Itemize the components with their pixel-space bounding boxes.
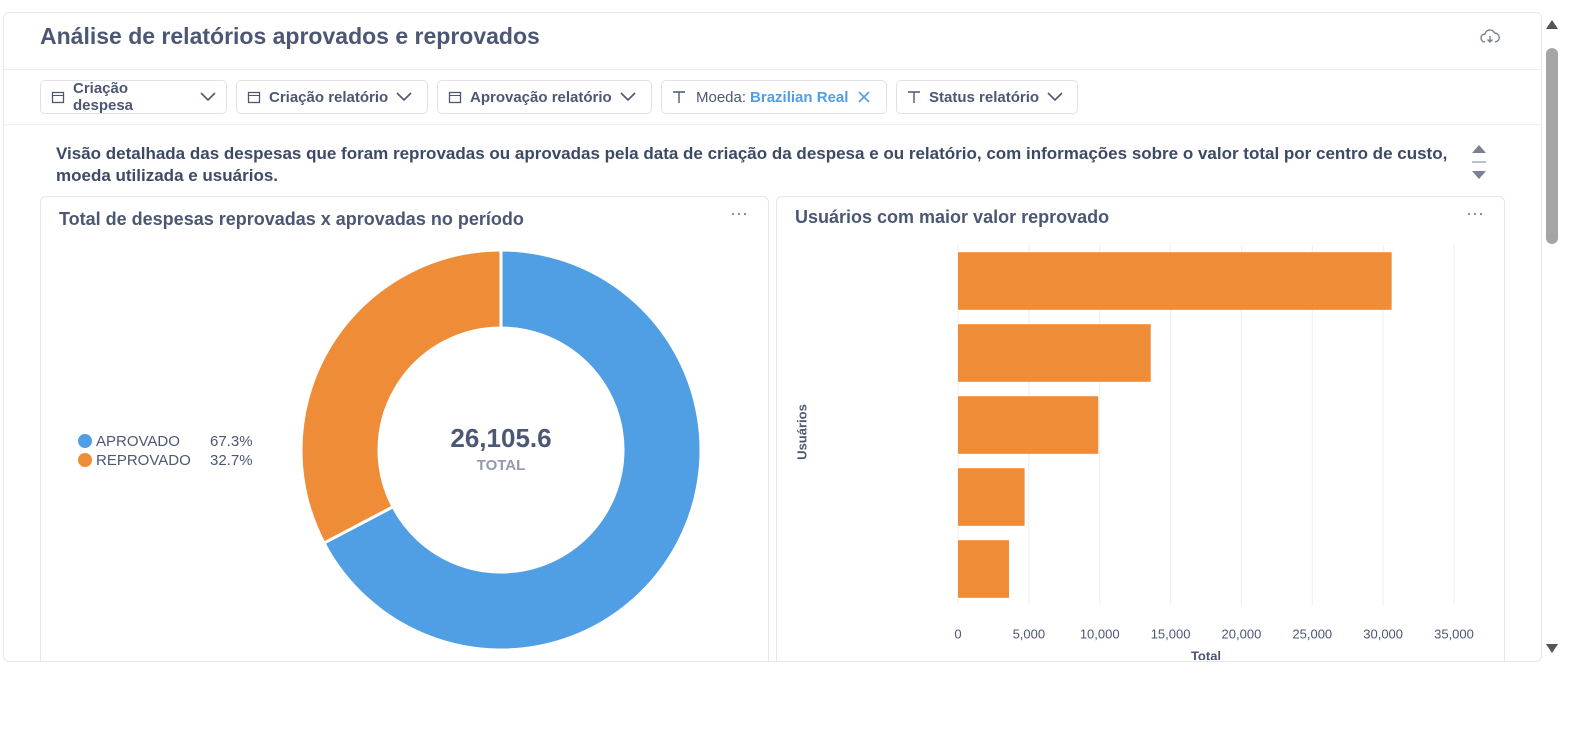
bar	[958, 252, 1392, 310]
x-tick-label: 0	[954, 626, 961, 641]
x-tick-label: 10,000	[1080, 626, 1120, 641]
donut-slice	[299, 248, 503, 546]
filter[interactable]: Criação despesa	[40, 80, 227, 114]
legend-value: 67.3%	[210, 433, 253, 450]
filter-value: Brazilian Real	[750, 88, 849, 106]
legend-label: REPROVADO	[96, 452, 191, 469]
y-axis-label: Usuários	[794, 404, 809, 460]
chart-card: Total de despesas reprovadas x aprovadas…	[40, 196, 769, 661]
x-tick-label: 5,000	[1013, 626, 1046, 641]
description: Visão detalhada das despesas que foram r…	[56, 144, 1448, 185]
dashboard: Análise de relatórios aprovados e reprov…	[3, 12, 1542, 662]
x-axis-label: Total	[1191, 648, 1221, 663]
donut-slice	[321, 248, 703, 652]
dashboard-title: Análise de relatórios aprovados e reprov…	[40, 23, 540, 49]
download-icon[interactable]	[1480, 29, 1500, 45]
bar	[958, 540, 1010, 598]
x-tick-label: 35,000	[1434, 626, 1474, 641]
chart-card: Usuários com maior valor reprovado ···	[776, 196, 1505, 661]
filter[interactable]: Aprovação relatório	[437, 80, 652, 114]
divider	[4, 69, 1541, 70]
filter-label: Aprovação relatório	[470, 88, 612, 106]
card-menu[interactable]: ···	[730, 203, 748, 223]
text-scroll-arrows	[1472, 145, 1486, 179]
x-tick-label: 30,000	[1363, 626, 1403, 641]
filter-label: Criação relatório	[269, 88, 389, 106]
filter[interactable]: Status relatório	[896, 80, 1078, 114]
x-tick-label: 20,000	[1222, 626, 1262, 641]
legend-dot	[78, 434, 92, 448]
filter[interactable]: Moeda: Brazilian Real	[661, 80, 887, 114]
legend-label: APROVADO	[96, 433, 180, 450]
x-tick-label: 25,000	[1292, 626, 1332, 641]
card-menu[interactable]: ···	[1466, 203, 1484, 223]
filter-label: Status relatório	[929, 88, 1040, 106]
bar	[958, 396, 1099, 454]
card-title: Usuários com maior valor reprovado	[795, 207, 1110, 227]
bar	[958, 468, 1025, 526]
filter-label: Criação despesa	[72, 80, 134, 114]
donut-total-label: TOTAL	[477, 457, 526, 474]
donut-total: 26,105.6	[450, 423, 551, 453]
divider	[4, 124, 1541, 125]
legend-dot	[78, 453, 92, 467]
x-tick-label: 15,000	[1151, 626, 1191, 641]
scrollbar[interactable]	[1546, 48, 1558, 244]
filter-label: Moeda:	[696, 88, 747, 106]
card-title: Total de despesas reprovadas x aprovadas…	[59, 209, 524, 229]
scroll-arrows	[1546, 20, 1558, 653]
bar	[958, 324, 1151, 382]
legend-value: 32.7%	[210, 452, 253, 469]
filter[interactable]: Criação relatório	[236, 80, 428, 114]
